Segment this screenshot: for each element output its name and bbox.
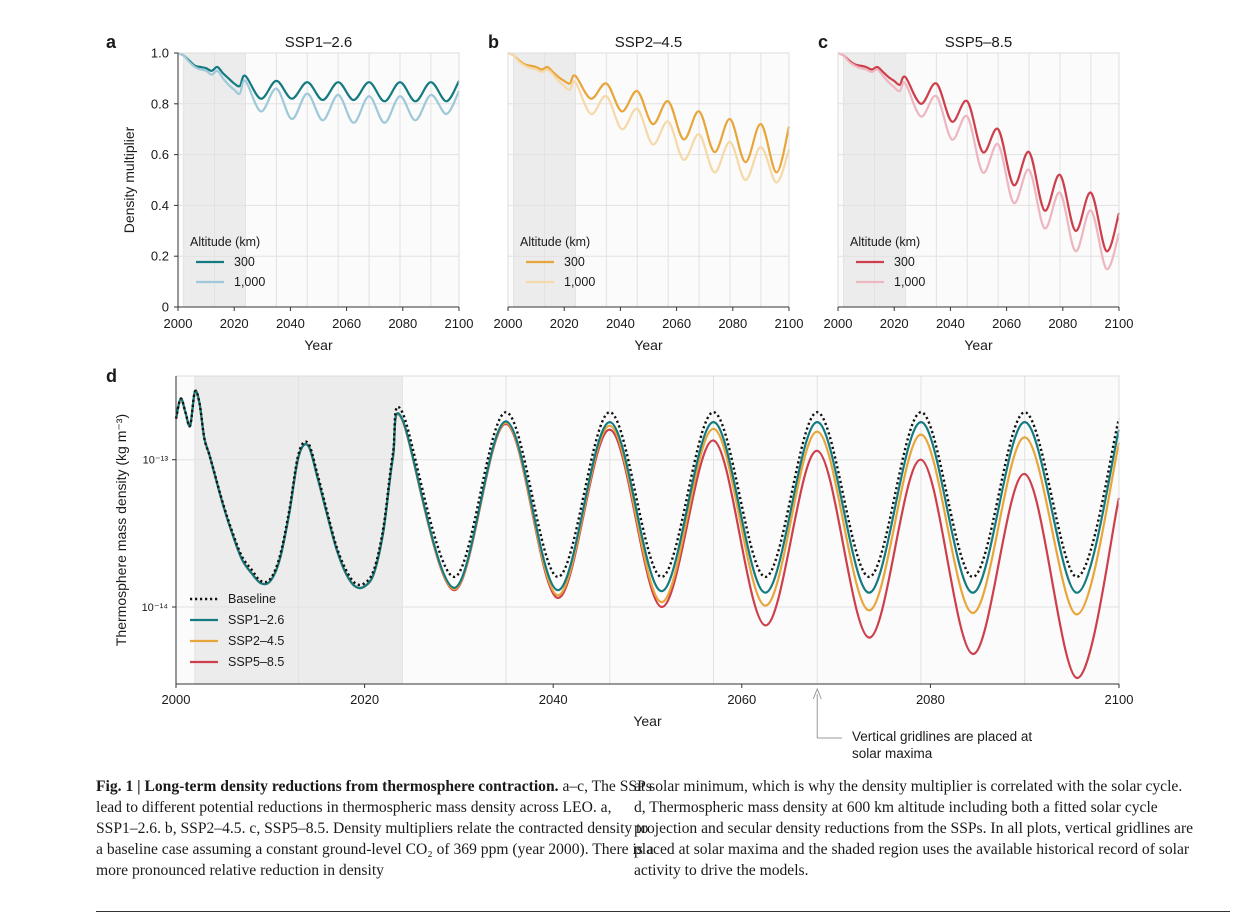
panel-a-series-line-1000km [177, 51, 460, 124]
panel-d-x-tick-label: 2080 [916, 692, 945, 707]
caption-right-text: at solar minimum, which is why the densi… [634, 778, 1194, 879]
panel-c-x-axis-label: Year [964, 337, 993, 353]
panel-d-x-tick-label: 2060 [727, 692, 756, 707]
panel-a-y-tick-label: 0.8 [151, 96, 169, 111]
panel-b-x-tick-label: 2060 [662, 316, 691, 331]
caption-left-column: Fig. 1 | Long-term density reductions fr… [96, 776, 656, 881]
panel-b-x-tick-label: 2100 [775, 316, 804, 331]
caption-right-column: at solar minimum, which is why the densi… [634, 776, 1194, 881]
caption-title: Long-term density reductions from thermo… [144, 778, 559, 795]
panel-a-legend-label: 300 [234, 255, 255, 269]
panel-d-x-tick-label: 2020 [350, 692, 379, 707]
panel-d-legend-label: SSP5–8.5 [228, 655, 284, 669]
panel-d-legend-label: SSP2–4.5 [228, 634, 284, 648]
panel-c-x-tick-label: 2080 [1048, 316, 1077, 331]
bottom-rule [96, 911, 1230, 912]
panel-a-panel-letter: a [106, 32, 117, 52]
panel-b-panel-letter: b [488, 32, 499, 52]
panel-b-legend-label: 1,000 [564, 275, 595, 289]
panel-a-y-tick-label: 0 [162, 300, 169, 315]
panel-a-y-tick-label: 1.0 [151, 46, 169, 61]
panel-d-x-tick-label: 2100 [1105, 692, 1134, 707]
panel-d-legend-label: Baseline [228, 592, 276, 606]
panel-b-legend-title: Altitude (km) [520, 235, 590, 249]
panel-d-y-axis-label: Thermosphere mass density (kg m⁻³) [113, 414, 129, 646]
panel-c-panel-letter: c [818, 32, 828, 52]
panel-a-series-line-300km [177, 51, 460, 103]
panel-d-series-line-ssp1-2-6 [174, 389, 1121, 594]
panel-c-x-tick-label: 2000 [824, 316, 853, 331]
panel-a-x-tick-label: 2100 [445, 316, 474, 331]
panel-b-x-tick-label: 2040 [606, 316, 635, 331]
caption-left-text: a–c, The SSPs lead to different potentia… [96, 778, 654, 879]
panel-a-x-tick-label: 2000 [164, 316, 193, 331]
panel-a-y-tick-label: 0.6 [151, 147, 169, 162]
panel-c-x-tick-label: 2060 [992, 316, 1021, 331]
panel-b-legend-label: 300 [564, 255, 585, 269]
panel-d-x-tick-label: 2040 [539, 692, 568, 707]
panel-d-x-tick-label: 2000 [162, 692, 191, 707]
panel-a-title: SSP1–2.6 [285, 34, 353, 51]
panel-a-legend-title: Altitude (km) [190, 235, 260, 249]
panel-a-x-tick-label: 2020 [220, 316, 249, 331]
panel-c-legend-title: Altitude (km) [850, 235, 920, 249]
panel-c-x-tick-label: 2020 [880, 316, 909, 331]
panel-c-legend-label: 1,000 [894, 275, 925, 289]
panel-d-panel-letter: d [106, 366, 117, 386]
panel-d-legend-label: SSP1–2.6 [228, 613, 284, 627]
panel-a-y-tick-label: 0.2 [151, 249, 169, 264]
panel-a-legend-label: 1,000 [234, 275, 265, 289]
panel-c-legend-label: 300 [894, 255, 915, 269]
caption-fig-label: Fig. 1 | [96, 778, 145, 795]
figure-caption: Fig. 1 | Long-term density reductions fr… [96, 776, 1236, 896]
panel-d-y-tick-label: 10⁻¹³ [143, 455, 169, 467]
annotation-text-line: Vertical gridlines are placed at [852, 729, 1032, 744]
annotation-arrow-head [812, 687, 822, 700]
panel-b-x-tick-label: 2000 [494, 316, 523, 331]
panel-a-x-tick-label: 2040 [276, 316, 305, 331]
panel-a-y-axis-label: Density multiplier [121, 126, 137, 233]
panel-b-series-line-1000km [507, 51, 791, 184]
panel-b-x-tick-label: 2080 [718, 316, 747, 331]
panel-c-series-line-1000km [837, 51, 1121, 271]
panel-a-x-axis-label: Year [304, 337, 333, 353]
panel-c-x-tick-label: 2100 [1105, 316, 1134, 331]
panel-c-title: SSP5–8.5 [945, 34, 1013, 51]
panel-b-title: SSP2–4.5 [615, 34, 683, 51]
panel-b-x-axis-label: Year [634, 337, 663, 353]
panel-a-x-tick-label: 2060 [332, 316, 361, 331]
figure-canvas: 2000 2020 2040 2060 2080 2100 0 0.2 0.4 0.6 0.8 1.0… [106, 32, 1134, 761]
panel-d-x-axis-label: Year [633, 713, 662, 729]
panel-a-x-tick-label: 2080 [388, 316, 417, 331]
annotation-text-line: solar maxima [852, 746, 933, 761]
panel-b-x-tick-label: 2020 [550, 316, 579, 331]
panel-c-series-line-300km [837, 51, 1121, 253]
panel-a-y-tick-label: 0.4 [151, 198, 169, 213]
panel-d-y-tick-label: 10⁻¹⁴ [142, 602, 169, 614]
panel-c-x-tick-label: 2040 [936, 316, 965, 331]
panel-b-series-line-300km [507, 51, 791, 174]
